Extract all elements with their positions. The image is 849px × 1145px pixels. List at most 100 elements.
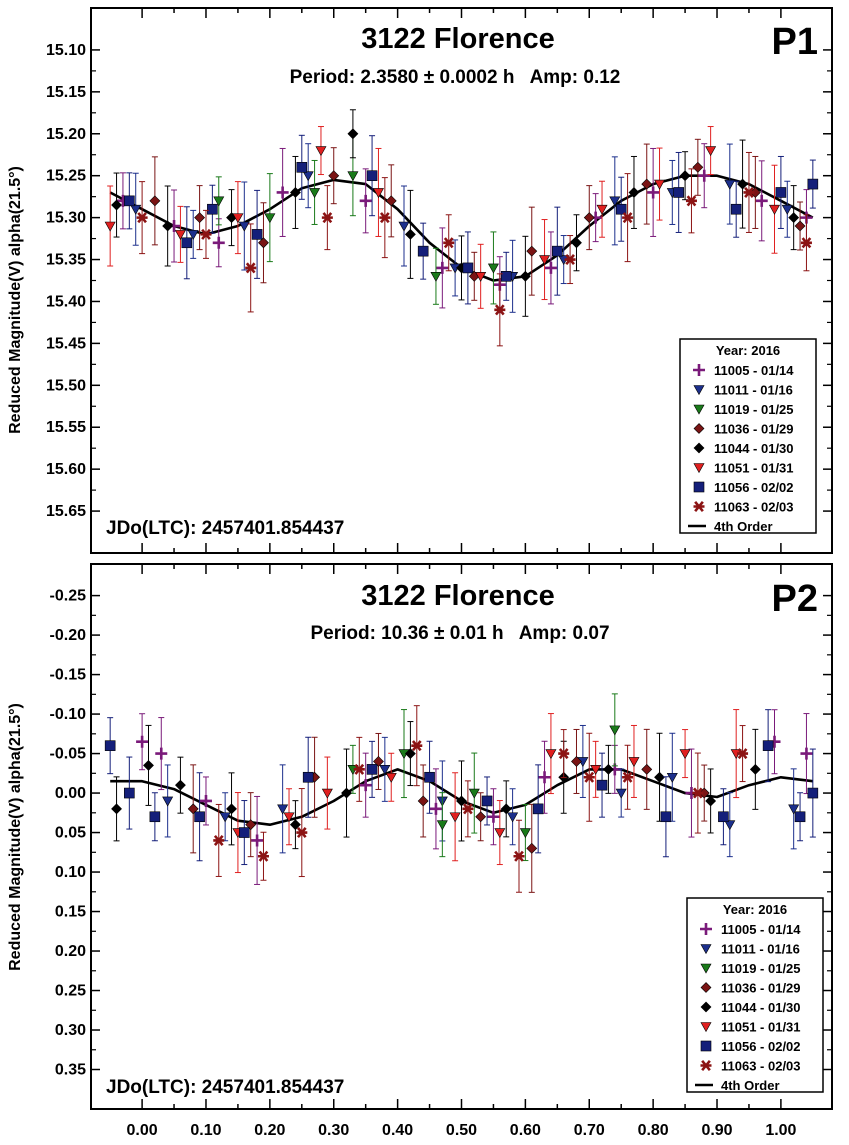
data-point (212, 236, 225, 249)
legend-label: 11019 - 01/25 (721, 961, 801, 976)
data-point (181, 237, 193, 249)
data-point (628, 187, 640, 198)
data-point (602, 763, 614, 775)
data-point (468, 788, 480, 799)
data-point (276, 186, 289, 199)
series-group (213, 705, 749, 893)
data-point (162, 796, 174, 807)
legend-label: 11019 - 01/25 (714, 402, 794, 417)
data-point (136, 212, 148, 224)
data-point (519, 828, 531, 839)
data-point (596, 779, 608, 791)
data-point (373, 756, 384, 767)
legend-marker (700, 1059, 712, 1072)
series-group (136, 151, 812, 347)
data-point (200, 228, 212, 240)
data-point (654, 179, 666, 190)
legend-label: 11011 - 01/16 (721, 942, 800, 957)
data-point (539, 255, 551, 266)
data-point (194, 811, 205, 823)
data-point (692, 787, 704, 799)
data-point (552, 245, 563, 257)
data-point (328, 170, 340, 182)
data-point (219, 812, 231, 823)
series-group (104, 126, 781, 309)
data-point (302, 771, 314, 783)
period-amp-label: Period: 10.36 ± 0.01 h Amp: 0.07 (310, 623, 609, 644)
x-tick-label: 1.00 (765, 1122, 796, 1139)
data-point (475, 811, 487, 823)
data-point (615, 203, 627, 215)
y-tick-label: -0.10 (50, 706, 87, 723)
legend-label: 11036 - 01/29 (714, 422, 794, 437)
data-point (800, 747, 813, 760)
legend-marker (700, 963, 712, 974)
x-tick-labels: 0.00 0.10 0.20 0.30 0.40 0.50 0.60 0.70 0.80 0.90… (127, 1122, 797, 1139)
data-point (571, 237, 582, 249)
y-tick-label: 0.05 (55, 825, 86, 842)
data-point (654, 771, 665, 783)
data-point (104, 740, 116, 751)
series-group (124, 134, 819, 305)
data-point (526, 245, 538, 257)
data-point (743, 186, 755, 198)
y-tick-labels: -0.25 -0.20 -0.15 -0.10 -0.05 0.00 0.05 0.10 0.1… (50, 588, 87, 1079)
data-point (526, 842, 538, 854)
data-point (359, 779, 372, 792)
y-tick-label: -0.05 (50, 746, 87, 763)
data-point (430, 272, 442, 282)
data-point (487, 810, 500, 823)
axis-ticks (91, 8, 832, 553)
data-point (277, 804, 289, 815)
data-point (264, 213, 276, 224)
y-tick-label: 15.50 (46, 377, 86, 394)
data-point (609, 196, 621, 207)
data-point (737, 178, 748, 190)
y-tick-label: 15.10 (46, 42, 86, 59)
axis-ticks (91, 564, 832, 1109)
data-points (104, 109, 819, 347)
legend-marker (693, 500, 705, 513)
data-point (436, 261, 449, 274)
data-point (698, 169, 711, 182)
period-amp-label: Period: 2.3580 ± 0.0002 h Amp: 0.12 (290, 67, 621, 88)
series-group (347, 693, 621, 862)
data-point (149, 811, 161, 823)
y-tick-label: 0.20 (55, 943, 86, 960)
lightcurve-panel-p1: 3122 Florence P1 Period: 2.3580 ± 0.0002… (7, 7, 833, 554)
series-group (136, 709, 813, 885)
series-group (232, 709, 742, 874)
legend-label: 4th Order (714, 519, 773, 534)
data-point (321, 788, 333, 799)
data-point (124, 787, 135, 799)
data-point (359, 194, 372, 207)
data-point (583, 212, 595, 224)
x-tick-label: 0.70 (574, 1122, 605, 1139)
data-point (583, 771, 595, 783)
data-point (755, 194, 768, 207)
legend-title: Year: 2016 (716, 343, 780, 358)
legend-title: Year: 2016 (723, 902, 787, 917)
y-tick-label: 15.25 (46, 168, 86, 185)
data-point (500, 271, 512, 282)
data-point (341, 787, 352, 799)
data-point (296, 162, 308, 173)
data-point (162, 220, 174, 232)
data-point (545, 749, 557, 760)
data-point (296, 827, 308, 839)
chart-title: 3122 Florence (361, 23, 554, 55)
series-group (116, 143, 813, 314)
data-point (679, 749, 691, 760)
data-point (404, 748, 416, 759)
data-point (647, 186, 660, 199)
x-tick-label: 0.80 (638, 1122, 669, 1139)
data-point (564, 254, 576, 266)
data-point (417, 245, 429, 257)
legend-label: 4th Order (721, 1078, 780, 1093)
x-tick-label: 0.40 (382, 1122, 413, 1139)
legend-marker (693, 404, 705, 415)
data-point (309, 188, 321, 199)
x-tick-label: 0.50 (446, 1122, 477, 1139)
